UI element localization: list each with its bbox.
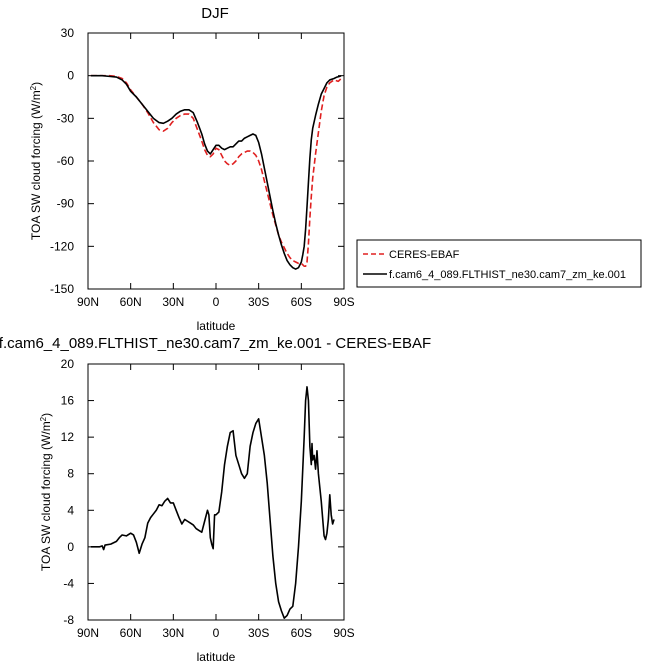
- bottom-title: f.cam6_4_089.FLTHIST_ne30.cam7_zm_ke.001…: [0, 335, 431, 352]
- legend: CERES-EBAF f.cam6_4_089.FLTHIST_ne30.cam…: [356, 239, 642, 288]
- bottom-ytick-label: 16: [61, 394, 75, 408]
- bottom-ytick-label: -4: [63, 576, 74, 590]
- top-ylabel-sup: 2: [29, 85, 38, 90]
- top-ytick-label: 0: [67, 69, 74, 83]
- legend-label-model: f.cam6_4_089.FLTHIST_ne30.cam7_zm_ke.001: [389, 269, 626, 281]
- legend-label-ceres: CERES-EBAF: [389, 249, 460, 261]
- top-ytick-label: -30: [57, 111, 75, 125]
- bottom-ytick-label: 20: [61, 357, 75, 371]
- bottom-panel: f.cam6_4_089.FLTHIST_ne30.cam7_zm_ke.001…: [0, 335, 431, 664]
- bottom-xtick-label: 0: [213, 626, 220, 640]
- bottom-series: [90, 386, 335, 619]
- bottom-ytick-label: 8: [67, 467, 74, 481]
- bottom-xtick-label: 30N: [162, 626, 184, 640]
- bottom-xtick-label: 30S: [248, 626, 269, 640]
- top-ytick-label: -90: [57, 197, 75, 211]
- top-xtick-label: 90N: [77, 295, 99, 309]
- top-ticks: 90N 60N 30N 0 30S 60S 90S -150 -120 -90 -60 -30 0 30: [50, 26, 355, 309]
- top-ytick-label: -150: [50, 282, 74, 296]
- top-series: [90, 74, 342, 270]
- bottom-xtick-label: 90S: [333, 626, 354, 640]
- bottom-xlabel: latitude: [197, 650, 236, 664]
- bottom-ytick-label: 12: [61, 430, 75, 444]
- bottom-ylabel-sup: 2: [39, 416, 48, 421]
- top-plot-frame: [87, 32, 345, 290]
- bottom-ytick-label: 4: [67, 503, 74, 517]
- top-xtick-label: 60S: [291, 295, 312, 309]
- top-ylabel: TOA SW cloud forcing (W/m2): [29, 82, 43, 240]
- top-ytick-label: 30: [61, 26, 75, 40]
- top-xtick-label: 30S: [248, 295, 269, 309]
- bottom-ticks: 90N 60N 30N 0 30S 60S 90S -8 -4 0 4 8 12 16 20: [61, 357, 355, 640]
- top-series-line-0: [90, 74, 342, 268]
- bottom-xtick-label: 60N: [120, 626, 142, 640]
- bottom-xtick-label: 90N: [77, 626, 99, 640]
- bottom-xtick-label: 60S: [291, 626, 312, 640]
- top-xtick-label: 60N: [120, 295, 142, 309]
- top-xtick-label: 0: [213, 295, 220, 309]
- top-series-line-1: [90, 74, 342, 270]
- bottom-series-line-0: [90, 386, 335, 619]
- top-panel: DJF 90N 60N 30N 0 30S 60S 90S -150 -120 -90 -60 -30…: [29, 5, 355, 333]
- top-ytick-label: -60: [57, 154, 75, 168]
- legend-box: [356, 239, 642, 288]
- top-ytick-label: -120: [50, 239, 74, 253]
- top-xtick-label: 90S: [333, 295, 354, 309]
- bottom-ytick-label: -8: [63, 613, 74, 627]
- top-ylabel-main: TOA SW cloud forcing (W/m: [29, 90, 43, 240]
- bottom-ylabel: TOA SW cloud forcing (W/m2): [39, 413, 53, 571]
- top-ylabel-close: ): [29, 82, 43, 86]
- top-title: DJF: [201, 5, 229, 22]
- top-xlabel: latitude: [197, 319, 236, 333]
- bottom-ytick-label: 0: [67, 540, 74, 554]
- bottom-ylabel-main: TOA SW cloud forcing (W/m: [39, 421, 53, 571]
- top-xtick-label: 30N: [162, 295, 184, 309]
- bottom-ylabel-close: ): [39, 413, 53, 417]
